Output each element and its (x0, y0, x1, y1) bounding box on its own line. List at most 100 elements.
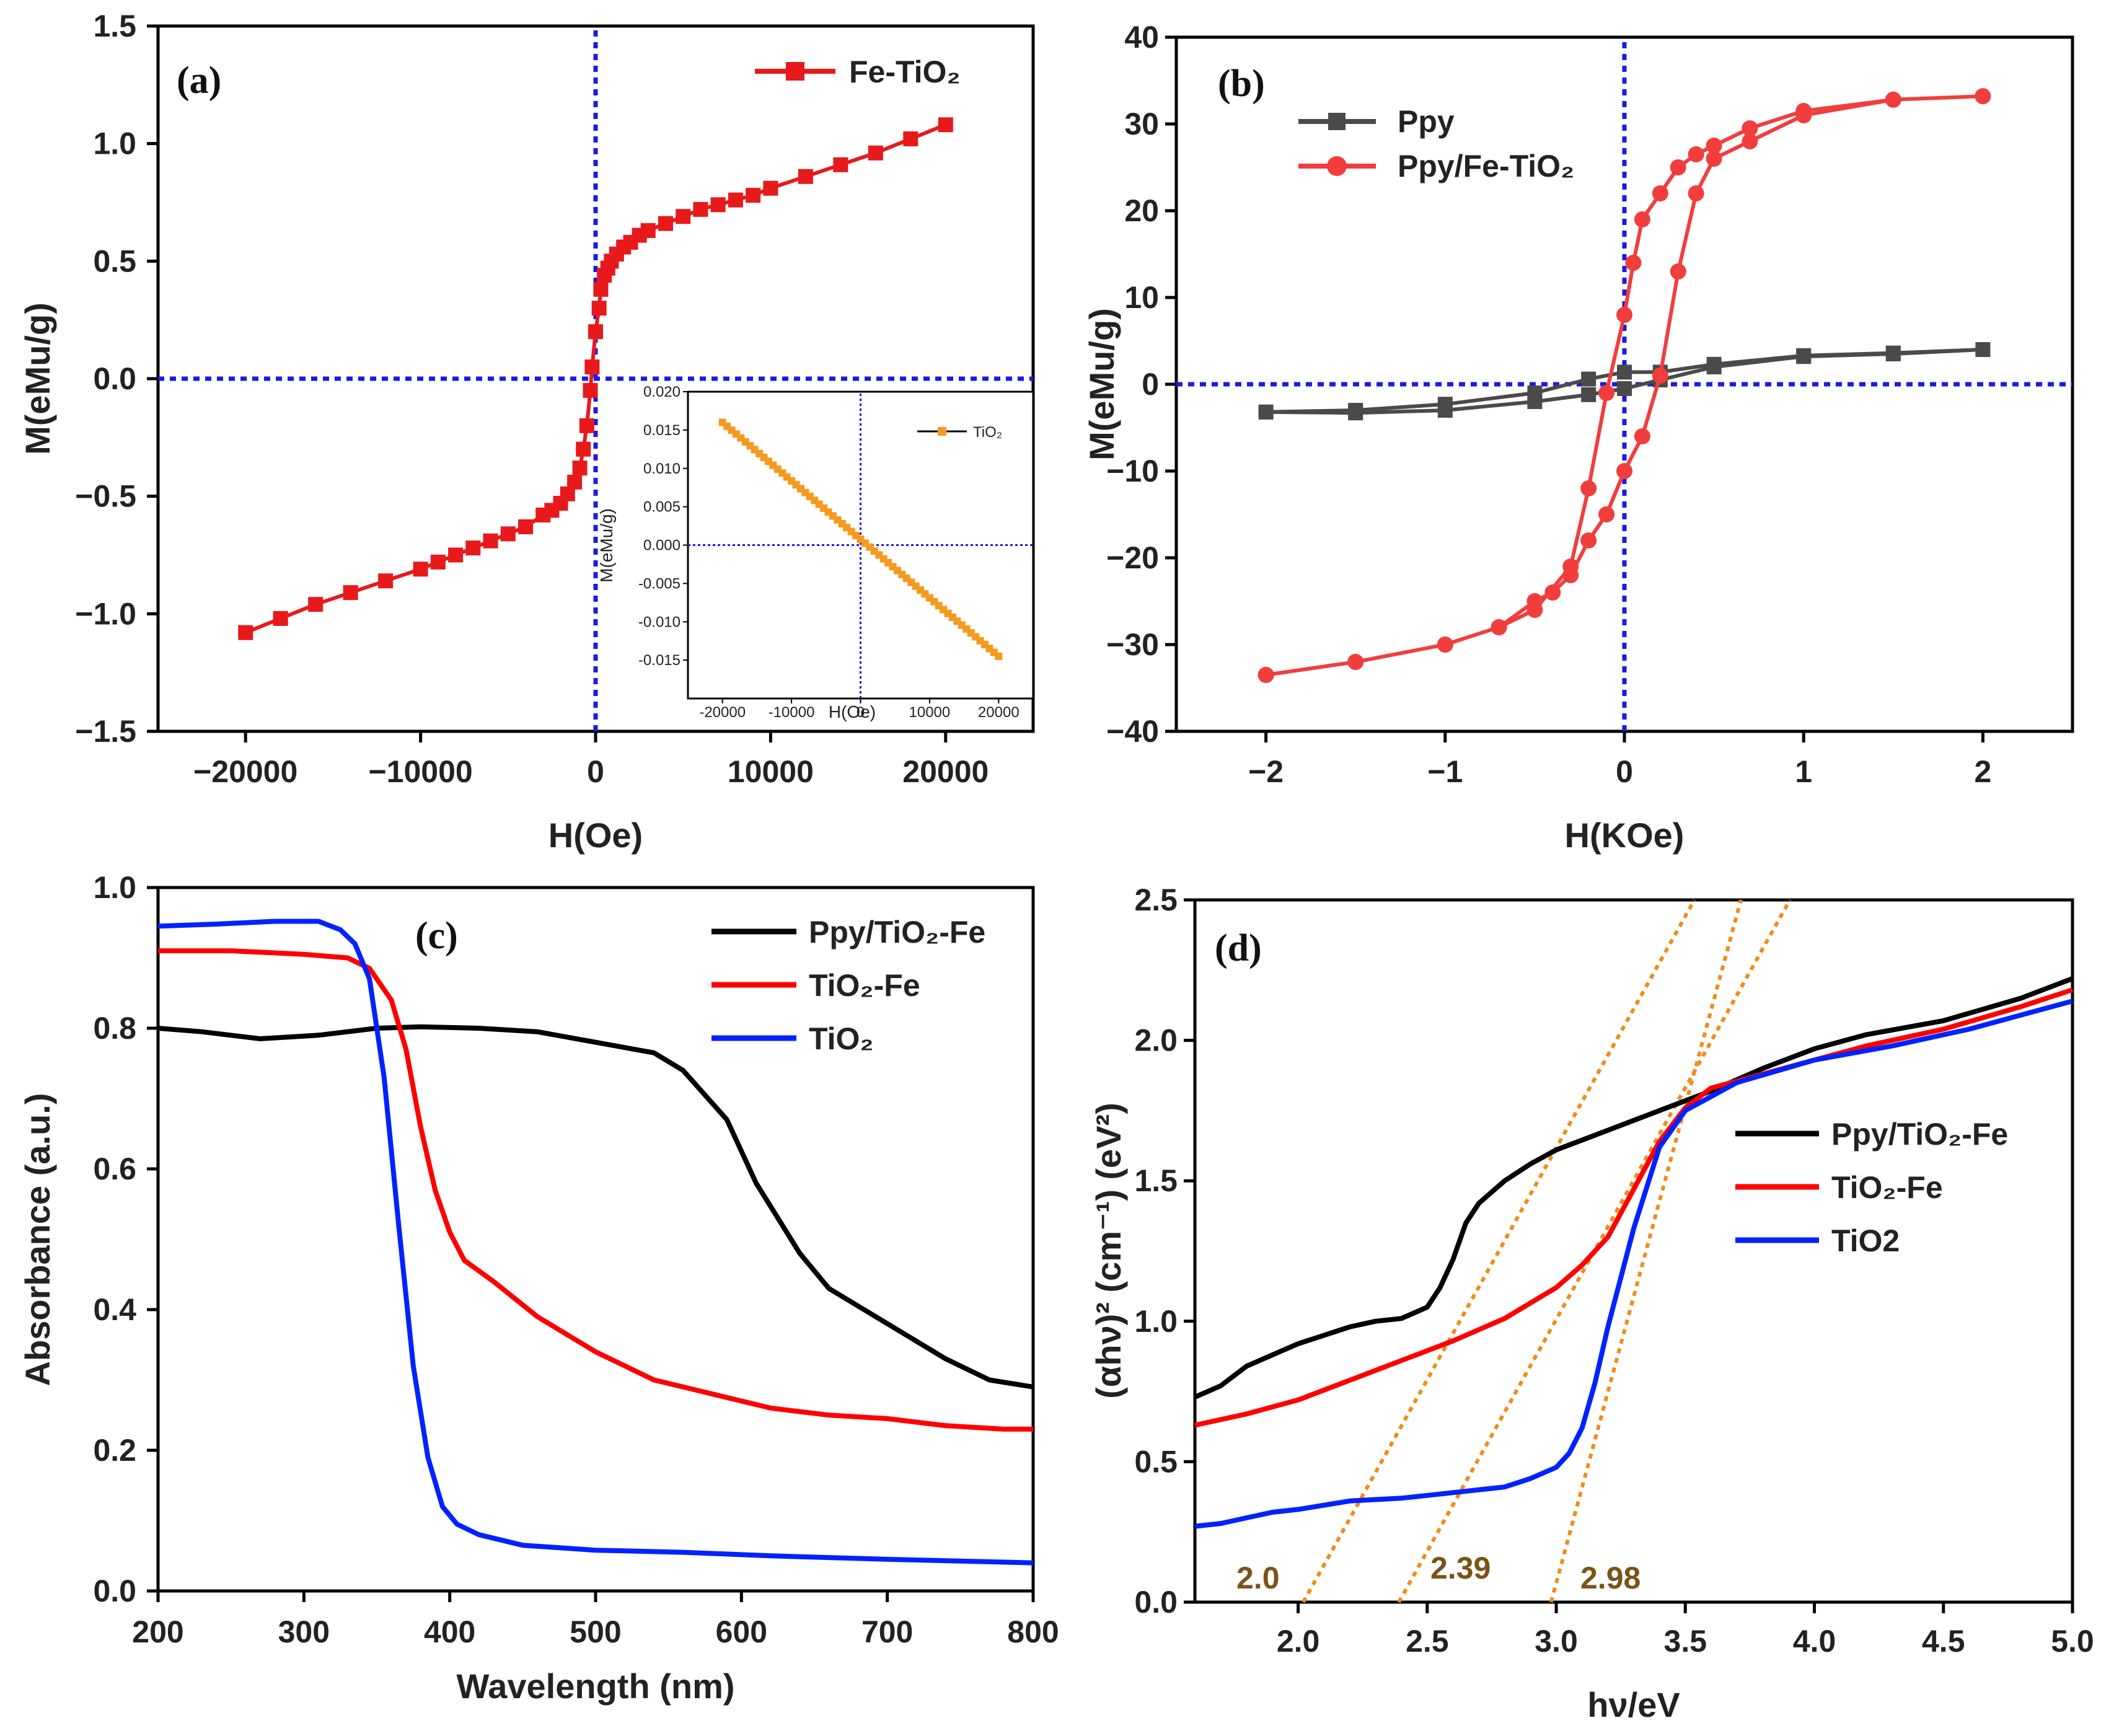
y-tick-label: 1.0 (1134, 1304, 1178, 1339)
data-point (728, 192, 743, 208)
data-point (1616, 463, 1632, 479)
y-tick-label: 0.5 (93, 244, 136, 278)
inset-x-tick-label: -10000 (769, 704, 815, 721)
data-point (500, 526, 516, 542)
panel-a-xlabel: H(Oe) (548, 816, 643, 855)
y-tick-label: 2.0 (1134, 1023, 1178, 1058)
legend-marker-ppy (1328, 113, 1346, 130)
y-tick-label: 0.0 (93, 1574, 136, 1608)
panel-b-chart: (b) H(KOe) M(eMu/g) −2 −1 0 1 2−40−30−20−100… (1082, 20, 2074, 855)
data-point (1258, 667, 1274, 683)
data-point (763, 180, 778, 196)
y-tick-label: 30 (1124, 107, 1159, 141)
data-point (1616, 307, 1632, 323)
data-point (1634, 428, 1650, 444)
y-tick-label: 1.5 (1134, 1163, 1178, 1198)
series-line-2 (1194, 998, 2074, 1529)
data-point (1625, 255, 1642, 271)
panel-b-ylabel: M(eMu/g) (1082, 308, 1121, 460)
y-tick-label: 0.0 (93, 361, 136, 396)
data-point (572, 460, 588, 476)
data-point (1437, 397, 1453, 412)
y-tick-label: 0.0 (1134, 1585, 1178, 1619)
data-point (1670, 263, 1686, 280)
data-point (413, 562, 428, 577)
data-point (308, 597, 324, 612)
inset-y-tick-label: -0.010 (638, 614, 681, 630)
data-point (591, 301, 607, 316)
panel-d-legend: Ppy/TiO₂-Fe TiO₂-Fe TiO2 (1735, 1117, 2008, 1258)
x-tick-label: 500 (570, 1615, 621, 1649)
x-tick-label: 600 (716, 1615, 767, 1649)
panel-d-xlabel: hν/eV (1587, 1685, 1680, 1724)
data-point (798, 169, 813, 184)
data-point (1796, 348, 1812, 363)
x-tick-label: 400 (424, 1615, 475, 1649)
inset-legend-label: TiO₂ (973, 424, 1002, 441)
inset-xlabel: H(Oe) (829, 702, 876, 721)
data-point (343, 585, 358, 601)
panel-c-legend: Ppy/TiO₂-Fe TiO₂-Fe TiO₂ (711, 915, 985, 1056)
data-point (1742, 133, 1758, 149)
data-point (903, 131, 918, 147)
data-point (1562, 567, 1579, 583)
panel-a-label: (a) (177, 59, 221, 102)
legend-label-ppy-tio2-fe-d: Ppy/TiO₂-Fe (1831, 1117, 2008, 1152)
data-point (1885, 91, 1901, 108)
series-line-2 (157, 919, 1034, 1566)
bandgap-value-label: 2.0 (1236, 1561, 1280, 1595)
inset-y-tick-label: -0.015 (638, 652, 681, 669)
y-tick-label: 20 (1124, 193, 1159, 228)
bandgap-tangent-line (1302, 899, 1696, 1603)
data-point (1688, 146, 1704, 162)
data-point (584, 359, 600, 375)
x-tick-label: 2.5 (1406, 1624, 1449, 1659)
legend-label-ppy-fe-tio2: Ppy/Fe-TiO₂ (1398, 149, 1574, 183)
y-tick-label: −20 (1106, 540, 1159, 575)
panel-d-chart: (d) hν/eV (αhν)² (cm⁻¹) (eV²) 2.0 2.5 3.0 3… (1089, 883, 2094, 1724)
panel-a-legend: Fe-TiO₂ (755, 55, 961, 89)
data-point (1258, 404, 1274, 420)
data-point (1526, 593, 1543, 609)
data-point (1706, 151, 1722, 167)
x-tick-label: 800 (1007, 1615, 1059, 1649)
legend-marker-ppy-fe-tio2 (1327, 156, 1347, 176)
series-line-1 (1194, 987, 2074, 1428)
panel-b-label: (b) (1218, 63, 1265, 105)
data-point (273, 610, 288, 626)
x-tick-label: 20000 (902, 754, 989, 789)
y-tick-label: 40 (1124, 20, 1159, 55)
data-point (1670, 159, 1686, 175)
x-tick-label: −1 (1427, 754, 1463, 789)
data-point (1581, 387, 1597, 402)
panel-a-ylabel: M(eMu/g) (18, 302, 57, 455)
inset-ylabel: M(eMu/g) (597, 508, 616, 583)
legend-label-ppy: Ppy (1398, 104, 1455, 139)
data-point (1975, 342, 1991, 357)
x-tick-label: 200 (132, 1615, 183, 1649)
data-point (1580, 480, 1597, 496)
bandgap-value-label: 2.39 (1430, 1551, 1491, 1585)
panel-c-chart: (c) Wavelength (nm) Absorbance (a.u.) 20… (18, 870, 1059, 1706)
data-point (1348, 403, 1363, 418)
y-tick-label: 0.8 (93, 1011, 136, 1046)
x-tick-label: 3.5 (1664, 1624, 1707, 1659)
inset-y-tick-label: 0.010 (643, 460, 681, 477)
data-point (378, 573, 394, 589)
data-point (1706, 356, 1722, 372)
legend-label-fe-tio2: Fe-TiO₂ (849, 55, 961, 89)
data-point (518, 519, 534, 534)
data-point (746, 188, 761, 203)
inset-y-tick-label: 0.000 (643, 537, 681, 554)
y-tick-label: 0 (1142, 367, 1159, 402)
x-tick-label: 10000 (728, 754, 814, 789)
data-point (583, 382, 598, 398)
data-point (868, 145, 883, 161)
data-point (430, 554, 446, 570)
data-point (710, 197, 726, 213)
panel-c-xlabel: Wavelength (nm) (456, 1667, 734, 1706)
x-tick-label: 1 (1795, 754, 1812, 789)
panel-a-inset: H(Oe) M(eMu/g) -20000 -10000 0 10000 20000 -0… (597, 384, 1034, 721)
x-tick-label: 0 (1616, 754, 1633, 789)
data-point (1598, 506, 1615, 522)
